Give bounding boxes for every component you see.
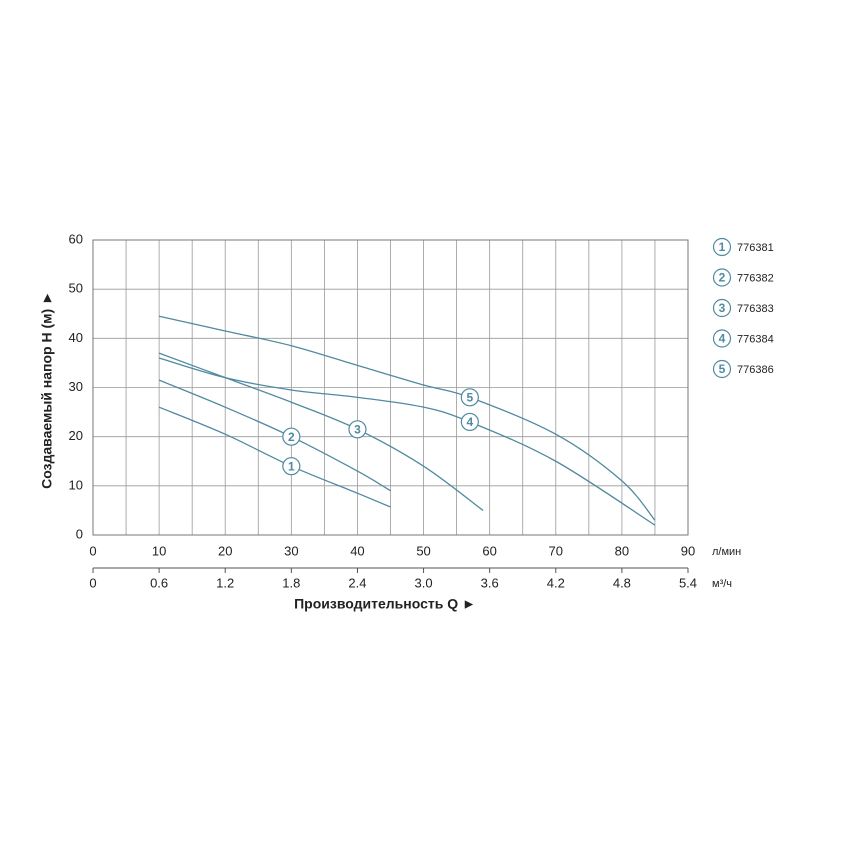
legend-label: 776381	[737, 242, 774, 254]
series-label-circle	[460, 412, 479, 432]
x-tick-label: 90	[681, 543, 695, 558]
legend-marker-circle	[712, 329, 732, 348]
y-axis-title: Создаваемый напор H (м) ►	[39, 291, 55, 489]
x2-tick-label: 3.0	[415, 575, 433, 590]
x-tick-label: 70	[549, 543, 563, 558]
series-label: 3	[354, 422, 361, 436]
legend-label: 776383	[737, 303, 774, 315]
series-label-circle	[282, 457, 301, 476]
series-label: 2	[288, 430, 295, 444]
x2-tick-label: 0.6	[150, 575, 168, 590]
x-tick-label: 0	[89, 543, 96, 558]
legend-marker: 3	[719, 301, 726, 315]
y-tick-label: 40	[69, 330, 83, 345]
x2-tick-label: 4.8	[613, 575, 631, 590]
x-tick-label: 60	[482, 543, 496, 558]
x2-tick-label: 3.6	[481, 575, 499, 590]
series-label: 1	[288, 459, 295, 473]
legend-marker-circle	[712, 298, 732, 318]
x-tick-label: 40	[350, 543, 364, 558]
x-tick-label: 50	[416, 543, 430, 558]
y-tick-label: 20	[69, 428, 83, 443]
legend-marker: 4	[719, 332, 726, 346]
legend-marker-circle	[712, 237, 732, 257]
x2-tick-label: 4.2	[547, 575, 565, 590]
legend-marker: 2	[719, 271, 726, 285]
y-tick-label: 10	[69, 477, 83, 492]
x2-tick-label: 0	[89, 575, 96, 590]
y-tick-label: 0	[76, 526, 83, 541]
legend-marker-circle	[712, 359, 732, 379]
series-line	[158, 352, 484, 511]
series-label-circle	[348, 420, 367, 439]
series-label-circle	[282, 427, 301, 446]
series-label-circle	[460, 388, 479, 407]
legend-label: 776382	[737, 272, 774, 284]
legend-marker-circle	[712, 268, 732, 287]
x-unit: л/мин	[712, 546, 741, 558]
series-line	[158, 315, 656, 521]
legend-marker: 1	[719, 240, 726, 254]
x2-unit: м³/ч	[712, 578, 732, 590]
y-tick-label: 30	[69, 379, 83, 394]
legend-label: 776384	[737, 333, 774, 345]
x2-tick-label: 1.2	[216, 575, 234, 590]
y-tick-label: 50	[69, 281, 83, 296]
legend-marker: 5	[719, 362, 726, 376]
y-tick-label: 60	[69, 231, 83, 246]
x2-tick-label: 1.8	[282, 575, 300, 590]
plot-frame	[92, 239, 689, 536]
x-tick-label: 30	[284, 543, 298, 558]
x-tick-label: 10	[152, 543, 166, 558]
x2-tick-label: 5.4	[679, 575, 697, 590]
series-line	[158, 357, 656, 526]
series-label: 4	[466, 415, 473, 429]
x-tick-label: 80	[615, 543, 629, 558]
legend-label: 776386	[737, 364, 774, 376]
x-tick-label: 20	[218, 543, 232, 558]
x2-tick-label: 2.4	[348, 575, 366, 590]
series-label: 5	[466, 391, 473, 405]
x-axis-title: Производительность Q ►	[294, 596, 476, 612]
